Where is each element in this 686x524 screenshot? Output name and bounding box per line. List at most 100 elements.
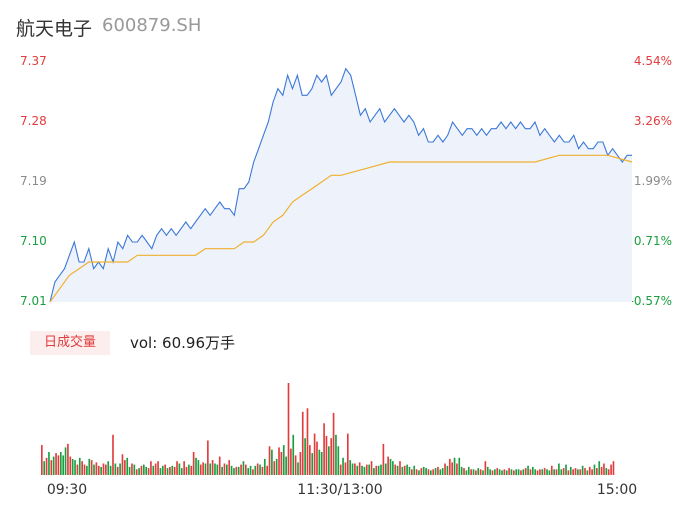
volume-bar	[370, 461, 373, 475]
volume-bar	[121, 454, 124, 475]
volume-bar	[204, 463, 207, 475]
volume-bar	[335, 434, 337, 476]
volume-bar	[498, 469, 501, 476]
volume-bar	[607, 469, 610, 476]
volume-bar	[475, 470, 477, 475]
volume-bar	[510, 469, 513, 476]
volume-bar	[157, 461, 159, 475]
volume-bar	[188, 464, 190, 475]
volume-bar	[577, 469, 579, 476]
volume-bar	[159, 468, 162, 475]
volume-bar	[560, 469, 563, 476]
volume-bar	[320, 452, 323, 475]
volume-bar	[346, 433, 349, 475]
volume-bar	[572, 469, 574, 476]
volume-bar	[344, 462, 347, 476]
volume-bar	[235, 466, 238, 475]
volume-bar	[429, 470, 432, 475]
price-area-fill	[50, 68, 632, 302]
y-tick-label: 7.01	[20, 294, 47, 308]
volume-bar	[377, 465, 380, 475]
volume-bar	[230, 465, 233, 475]
volume-bar	[247, 468, 250, 475]
volume-bar	[304, 438, 306, 475]
volume-bar	[112, 434, 114, 476]
volume-bar	[59, 452, 62, 475]
volume-bar	[503, 469, 506, 476]
volume-bar	[531, 466, 534, 475]
volume-bar	[574, 468, 577, 475]
volume-bar	[185, 466, 188, 475]
volume-bar	[290, 448, 292, 475]
x-tick-label: 11:30/13:00	[297, 482, 383, 498]
pct-tick-label: 3.26%	[633, 114, 672, 128]
volume-bar	[536, 470, 539, 475]
volume-bar	[211, 460, 214, 476]
volume-bar	[154, 463, 157, 475]
volume-bar	[226, 464, 228, 475]
volume-bar	[145, 466, 148, 475]
volume-bar	[135, 469, 138, 476]
volume-bar	[373, 468, 375, 475]
volume-bar	[41, 445, 43, 475]
volume-bar	[342, 457, 344, 476]
volume-bar	[465, 470, 468, 475]
volume-bar	[275, 458, 278, 475]
volume-bar	[413, 465, 416, 475]
volume-bar	[254, 465, 257, 475]
volume-bar	[467, 466, 470, 475]
volume-bar	[252, 469, 254, 476]
volume-bar	[422, 466, 425, 475]
volume-bar	[209, 463, 212, 475]
volume-value: vol: 60.96万手	[130, 334, 235, 352]
volume-bar	[529, 469, 532, 476]
volume-bar	[406, 464, 408, 475]
volume-bar	[586, 470, 589, 475]
volume-bar	[71, 458, 74, 475]
volume-bar	[328, 446, 330, 476]
volume-bar	[228, 460, 231, 476]
volume-bar	[207, 440, 209, 475]
volume-bar	[458, 457, 461, 476]
volume-bar	[539, 469, 541, 476]
volume-bar	[100, 466, 102, 475]
volume-bar	[491, 470, 494, 475]
volume-bar	[69, 456, 72, 475]
volume-bar	[133, 464, 136, 475]
volume-bar	[411, 469, 413, 476]
volume-bar	[389, 458, 392, 475]
volume-bar	[237, 466, 240, 475]
volume-bar	[418, 470, 420, 475]
volume-bar	[261, 466, 264, 475]
volume-bar	[124, 460, 126, 476]
volume-bar	[95, 462, 98, 476]
volume-bar	[107, 461, 110, 475]
volume-bar	[363, 466, 366, 475]
volume-bar	[244, 464, 247, 475]
volume-bar	[273, 461, 276, 475]
volume-bar	[90, 460, 93, 476]
volume-bar	[470, 469, 472, 476]
volume-bar	[301, 411, 304, 476]
volume-bar	[358, 462, 361, 476]
volume-bar	[50, 460, 53, 476]
x-tick-label: 09:30	[46, 482, 88, 498]
volume-bar	[218, 456, 221, 475]
x-tick-label: 15:00	[596, 482, 638, 498]
volume-bar	[553, 469, 555, 476]
volume-bar	[610, 464, 612, 475]
volume-bar	[74, 460, 76, 476]
volume-bar	[415, 469, 418, 476]
volume-bar	[486, 466, 489, 475]
volume-tab-badge[interactable]: 日成交量	[30, 331, 110, 355]
volume-bar	[446, 465, 449, 475]
volume-bar	[496, 468, 499, 475]
volume-bar	[541, 469, 544, 476]
volume-bar	[444, 463, 446, 475]
volume-bar	[223, 463, 226, 475]
volume-bar	[330, 438, 333, 475]
volume-bar	[520, 470, 522, 475]
volume-bar	[534, 469, 537, 476]
volume-bar	[325, 435, 328, 475]
